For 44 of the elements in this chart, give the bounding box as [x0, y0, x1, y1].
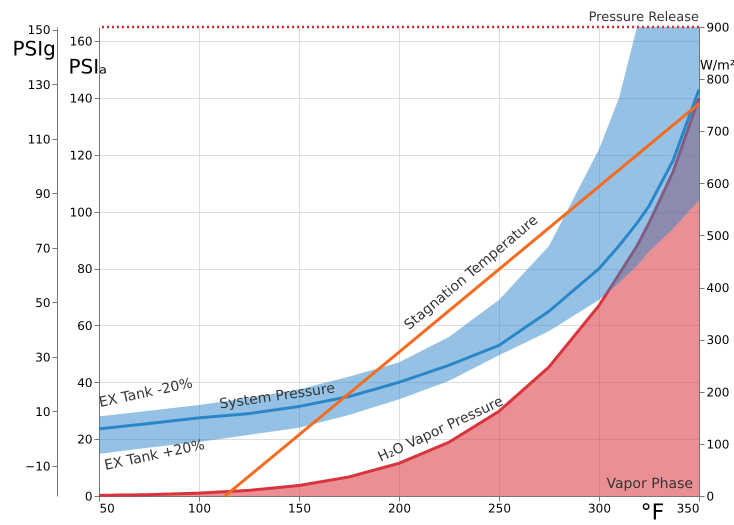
ref-line-label: Pressure Release — [588, 10, 699, 25]
y3-tick-label: 90 — [35, 186, 50, 201]
y-tick-label: 20 — [77, 432, 92, 447]
y2-tick-label: 100 — [706, 437, 730, 452]
y-tick-label: 0 — [84, 490, 92, 504]
x-tick-label: 100 — [188, 502, 211, 516]
y2-tick-label: 900 — [706, 20, 730, 34]
y2-tick-label: 800 — [706, 72, 730, 87]
y2-tick-label: 0 — [706, 490, 714, 504]
y2-tick-label: 300 — [706, 333, 730, 348]
x-tick-label: 200 — [388, 502, 411, 516]
x-tick-label: 150 — [288, 502, 311, 516]
y3-axis-title: PSIg — [12, 36, 56, 60]
y-tick-label: 60 — [77, 318, 92, 333]
x-axis-title: °F — [640, 500, 664, 525]
y-tick-label: 160 — [70, 34, 92, 49]
y3-tick-label: 110 — [28, 132, 50, 146]
y2-tick-label: 200 — [706, 385, 730, 400]
y-tick-label: 120 — [70, 148, 92, 162]
y2-tick-label: 600 — [706, 176, 730, 191]
annotation: EX Tank -20% — [98, 375, 194, 411]
y3-tick-label: 30 — [35, 350, 50, 364]
y-axis-title: PSIₐ — [68, 54, 107, 78]
y-tick-label: 100 — [70, 205, 92, 220]
y-tick-label: 40 — [77, 376, 92, 390]
y3-tick-label: 130 — [28, 78, 50, 92]
y-tick-label: 80 — [77, 262, 92, 276]
y3-tick-label: 150 — [28, 23, 50, 38]
y-tick-label: 140 — [70, 92, 92, 106]
x-tick-label: 50 — [100, 502, 115, 516]
annotation: EX Tank +20% — [102, 436, 206, 474]
x-tick-label: 350 — [676, 502, 700, 516]
y3-tick-label: −10 — [25, 460, 50, 474]
y3-tick-label: 50 — [35, 296, 50, 310]
x-tick-label: 300 — [588, 502, 611, 516]
y3-tick-label: 10 — [35, 404, 50, 419]
y2-axis-title: W/m² — [700, 58, 734, 74]
y3-tick-label: 70 — [35, 241, 50, 256]
x-tick-label: 250 — [488, 502, 511, 516]
y2-tick-label: 500 — [706, 228, 730, 243]
annotation: Vapor Phase — [606, 476, 693, 492]
text: System Pressure — [218, 380, 336, 412]
y2-tick-label: 700 — [706, 124, 730, 139]
y2-tick-label: 400 — [706, 281, 730, 296]
